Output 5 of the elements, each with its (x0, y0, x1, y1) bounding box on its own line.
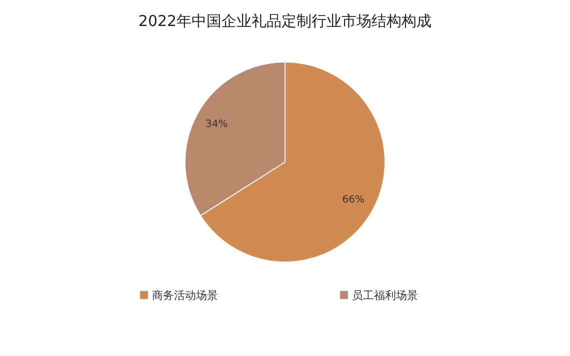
legend-label: 员工福利场景 (352, 289, 418, 302)
chart-title: 2022年中国企业礼品定制行业市场结构构成 (138, 12, 432, 30)
data-label: 34% (206, 119, 228, 130)
data-label: 66% (342, 194, 364, 206)
legend-label: 商务活动场景 (152, 289, 218, 302)
